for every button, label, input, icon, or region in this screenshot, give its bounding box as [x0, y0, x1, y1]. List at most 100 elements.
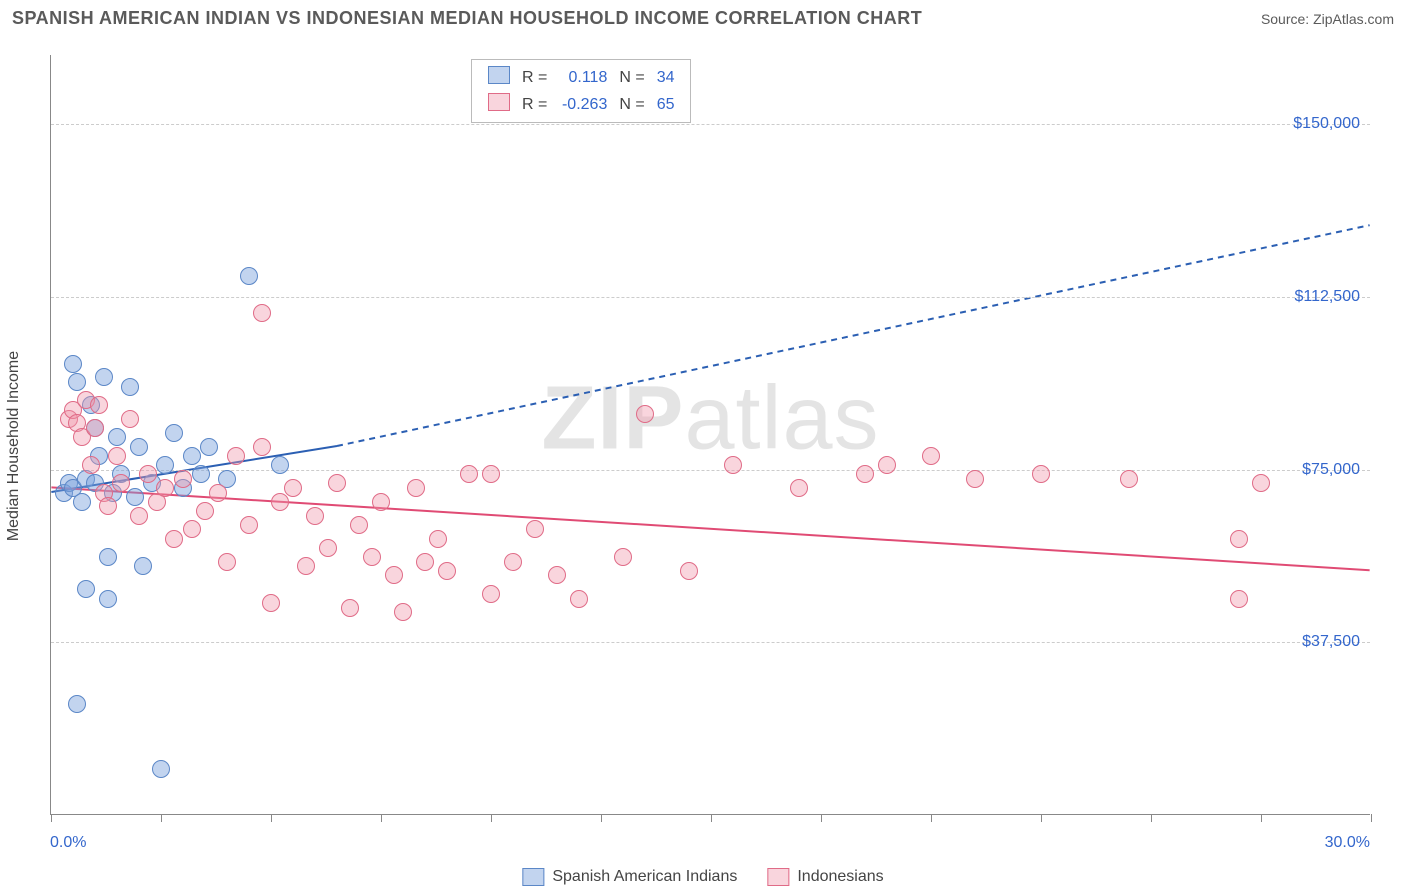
data-point: [1230, 590, 1248, 608]
data-point: [271, 456, 289, 474]
data-point: [319, 539, 337, 557]
data-point: [385, 566, 403, 584]
data-point: [174, 470, 192, 488]
data-point: [130, 438, 148, 456]
legend-item-spanish: Spanish American Indians: [522, 868, 737, 886]
gridline: [51, 297, 1370, 298]
data-point: [112, 474, 130, 492]
data-point: [82, 456, 100, 474]
data-point: [227, 447, 245, 465]
data-point: [99, 497, 117, 515]
data-point: [482, 465, 500, 483]
y-tick-label: $112,500: [1294, 288, 1360, 306]
data-point: [363, 548, 381, 566]
x-axis-max-label: 30.0%: [1325, 834, 1370, 852]
gridline: [51, 642, 1370, 643]
data-point: [922, 447, 940, 465]
data-point: [121, 410, 139, 428]
x-tick: [711, 814, 712, 822]
x-tick: [1261, 814, 1262, 822]
data-point: [878, 456, 896, 474]
data-point: [139, 465, 157, 483]
gridline: [51, 124, 1370, 125]
data-point: [68, 695, 86, 713]
data-point: [548, 566, 566, 584]
data-point: [856, 465, 874, 483]
data-point: [416, 553, 434, 571]
gridline: [51, 470, 1370, 471]
data-point: [724, 456, 742, 474]
data-point: [306, 507, 324, 525]
data-point: [482, 585, 500, 603]
legend-item-indonesians: Indonesians: [767, 868, 883, 886]
data-point: [372, 493, 390, 511]
x-tick: [1041, 814, 1042, 822]
data-point: [218, 553, 236, 571]
data-point: [134, 557, 152, 575]
trend-lines: [51, 55, 1370, 814]
y-axis-title: Median Household Income: [5, 351, 23, 541]
x-tick: [51, 814, 52, 822]
data-point: [1252, 474, 1270, 492]
data-point: [636, 405, 654, 423]
x-tick: [601, 814, 602, 822]
data-point: [790, 479, 808, 497]
x-tick: [161, 814, 162, 822]
x-tick: [931, 814, 932, 822]
data-point: [438, 562, 456, 580]
x-tick: [1371, 814, 1372, 822]
y-tick-label: $37,500: [1302, 633, 1360, 651]
data-point: [108, 447, 126, 465]
data-point: [504, 553, 522, 571]
data-point: [165, 424, 183, 442]
data-point: [1230, 530, 1248, 548]
data-point: [77, 580, 95, 598]
data-point: [90, 396, 108, 414]
x-tick: [821, 814, 822, 822]
data-point: [152, 760, 170, 778]
chart-source: Source: ZipAtlas.com: [1261, 11, 1394, 27]
data-point: [271, 493, 289, 511]
data-point: [68, 373, 86, 391]
watermark: ZIPatlas: [541, 368, 879, 471]
correlation-legend: R =0.118N =34R =-0.263N =65: [471, 59, 691, 123]
data-point: [284, 479, 302, 497]
data-point: [680, 562, 698, 580]
data-point: [126, 488, 144, 506]
data-point: [165, 530, 183, 548]
data-point: [130, 507, 148, 525]
data-point: [570, 590, 588, 608]
data-point: [183, 447, 201, 465]
data-point: [341, 599, 359, 617]
data-point: [460, 465, 478, 483]
data-point: [394, 603, 412, 621]
data-point: [407, 479, 425, 497]
data-point: [1032, 465, 1050, 483]
data-point: [328, 474, 346, 492]
data-point: [99, 548, 117, 566]
x-tick: [271, 814, 272, 822]
data-point: [966, 470, 984, 488]
x-tick: [1151, 814, 1152, 822]
data-point: [192, 465, 210, 483]
data-point: [156, 479, 174, 497]
data-point: [156, 456, 174, 474]
y-tick-label: $150,000: [1293, 115, 1360, 133]
data-point: [121, 378, 139, 396]
data-point: [209, 484, 227, 502]
chart-title: SPANISH AMERICAN INDIAN VS INDONESIAN ME…: [12, 8, 922, 29]
data-point: [64, 355, 82, 373]
scatter-chart: ZIPatlas R =0.118N =34R =-0.263N =65 $37…: [50, 55, 1370, 815]
chart-header: SPANISH AMERICAN INDIAN VS INDONESIAN ME…: [0, 0, 1406, 37]
data-point: [86, 419, 104, 437]
data-point: [183, 520, 201, 538]
swatch-icon: [767, 868, 789, 886]
data-point: [73, 493, 91, 511]
data-point: [253, 438, 271, 456]
data-point: [262, 594, 280, 612]
data-point: [297, 557, 315, 575]
data-point: [240, 267, 258, 285]
x-axis-min-label: 0.0%: [50, 834, 86, 852]
data-point: [95, 368, 113, 386]
data-point: [253, 304, 271, 322]
